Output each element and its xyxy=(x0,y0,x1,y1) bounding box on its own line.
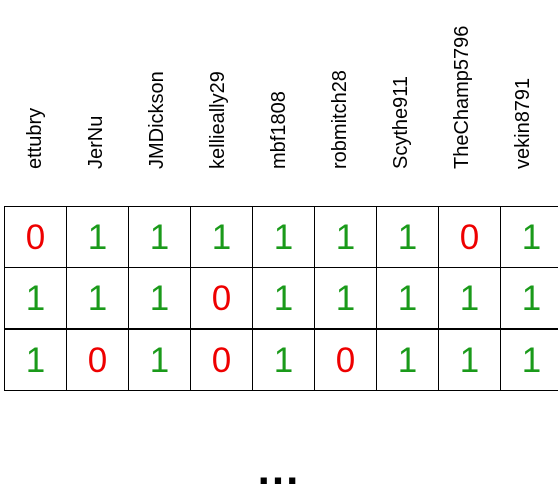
column-headers: ettubry JerNu JMDickson kellieally29 mbf… xyxy=(4,0,553,206)
table-cell: 1 xyxy=(253,329,315,391)
table-cell: 1 xyxy=(67,207,129,268)
table-cell: 1 xyxy=(129,207,191,268)
column-header-label: JMDickson xyxy=(147,71,167,169)
table-cell: 1 xyxy=(191,207,253,268)
table-row: 1 1 1 0 1 1 1 1 1 xyxy=(5,268,558,330)
table-cell: 1 xyxy=(253,268,315,330)
column-header-label: ettubry xyxy=(25,108,45,169)
column-header: JerNu xyxy=(65,0,126,189)
table-cell: 1 xyxy=(501,329,558,391)
column-header: mbf1808 xyxy=(248,0,309,189)
table-cell: 1 xyxy=(377,268,439,330)
column-header: kellieally29 xyxy=(187,0,248,189)
column-header-label: mbf1808 xyxy=(269,91,289,169)
column-header: JMDickson xyxy=(126,0,187,189)
table-cell: 1 xyxy=(5,268,67,330)
column-header: ettubry xyxy=(4,0,65,189)
table-cell: 0 xyxy=(5,207,67,268)
table-cell: 1 xyxy=(501,268,558,330)
column-header-label: TheChamp5796 xyxy=(452,26,472,169)
table-row: 0 1 1 1 1 1 1 0 1 xyxy=(5,207,558,268)
table-cell: 1 xyxy=(129,329,191,391)
column-header-label: kellieally29 xyxy=(208,71,228,169)
table-cell: 0 xyxy=(191,329,253,391)
table-cell: 1 xyxy=(129,268,191,330)
table-cell: 0 xyxy=(315,329,377,391)
column-header-label: Scythe911 xyxy=(391,76,411,169)
table-cell: 1 xyxy=(501,207,558,268)
table-cell: 1 xyxy=(253,207,315,268)
table-cell: 0 xyxy=(67,329,129,391)
table-row: 1 0 1 0 1 0 1 1 1 xyxy=(5,329,558,391)
column-header-label: vekin8791 xyxy=(513,78,533,169)
table-cell: 1 xyxy=(377,329,439,391)
table-cell: 1 xyxy=(439,268,501,330)
table-cell: 1 xyxy=(67,268,129,330)
column-header-label: JerNu xyxy=(86,116,106,169)
more-rows-ellipsis: ... xyxy=(0,448,558,492)
table-cell: 0 xyxy=(191,268,253,330)
table-cell: 1 xyxy=(439,329,501,391)
column-header: TheChamp5796 xyxy=(431,0,492,189)
table-cell: 1 xyxy=(315,268,377,330)
column-header-label: robmitch28 xyxy=(330,70,350,169)
column-header: Scythe911 xyxy=(370,0,431,189)
vote-table: 0 1 1 1 1 1 1 0 1 1 1 1 0 1 1 1 1 1 1 0 … xyxy=(4,206,558,391)
table-cell: 1 xyxy=(5,329,67,391)
column-header: vekin8791 xyxy=(492,0,553,189)
table-cell: 0 xyxy=(439,207,501,268)
column-header: robmitch28 xyxy=(309,0,370,189)
table-cell: 1 xyxy=(377,207,439,268)
table-cell: 1 xyxy=(315,207,377,268)
